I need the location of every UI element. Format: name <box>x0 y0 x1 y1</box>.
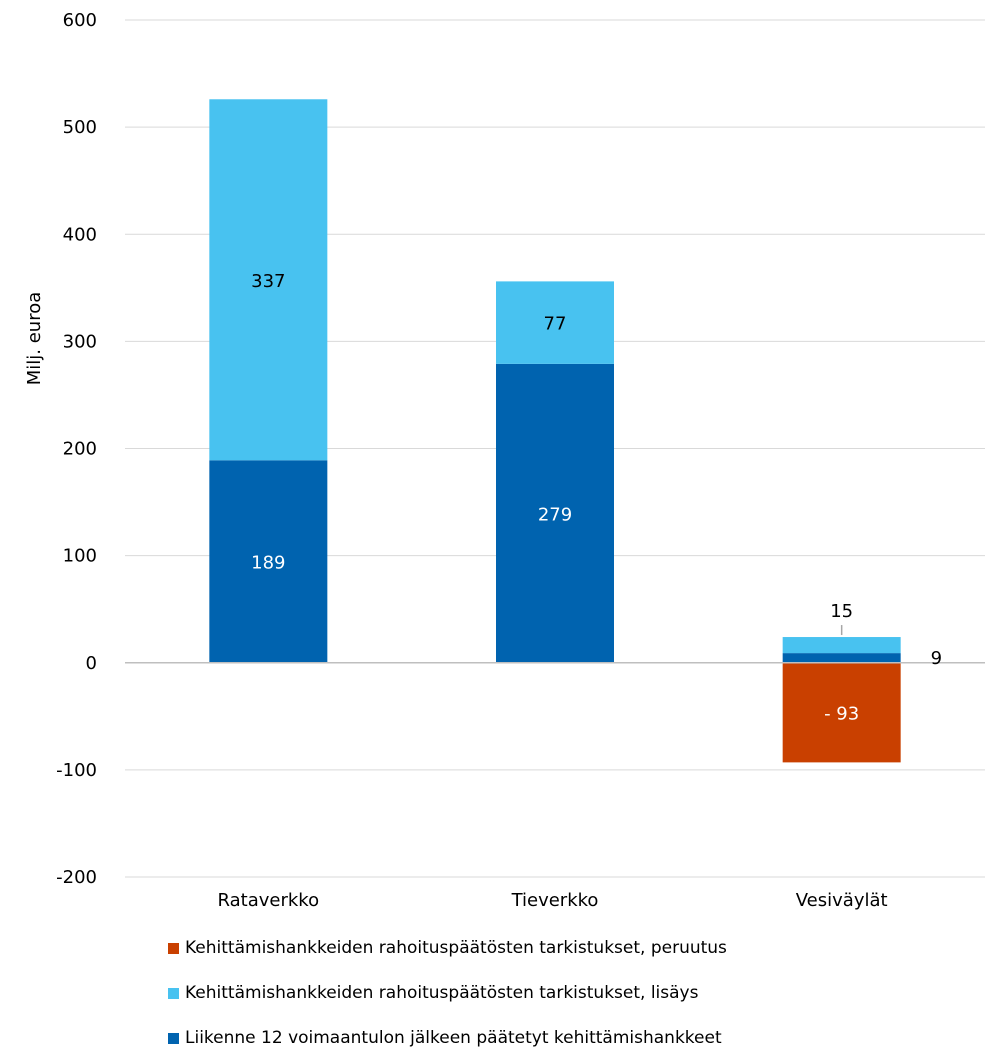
data-label: - 93 <box>824 704 859 725</box>
data-label: 77 <box>544 314 567 335</box>
bar-segment <box>209 99 328 461</box>
y-tick-label: 500 <box>63 117 97 138</box>
data-label: 189 <box>251 553 285 574</box>
legend-swatch-paatetyt <box>168 1033 179 1044</box>
y-tick-label: -100 <box>56 760 97 781</box>
x-category-label: Tieverkko <box>511 890 599 911</box>
legend-label-peruutus: Kehittämishankkeiden rahoituspäätösten t… <box>185 938 727 958</box>
data-label: 279 <box>538 504 572 525</box>
legend-swatch-peruutus <box>168 943 179 954</box>
y-axis-label: Milj. euroa <box>24 292 45 386</box>
data-label: 9 <box>931 648 942 669</box>
y-tick-label: 300 <box>63 331 97 352</box>
data-label: 15 <box>830 601 853 622</box>
data-label: 337 <box>251 271 285 292</box>
y-tick-label: 100 <box>63 546 97 567</box>
y-tick-label: 200 <box>63 439 97 460</box>
x-category-label: Vesiväylät <box>796 890 888 911</box>
legend-swatch-lisays <box>168 988 179 999</box>
bar-segment <box>496 281 614 364</box>
chart: 600 500 400 300 200 100 0 -100 -200 Milj. euroa 18… <box>24 10 985 911</box>
bar-segment <box>782 653 901 663</box>
y-tick-label: -200 <box>56 867 97 888</box>
bar-segment <box>782 637 901 654</box>
y-tick-label: 400 <box>63 224 97 245</box>
y-tick-label: 600 <box>63 10 97 31</box>
y-tick-label: 0 <box>86 653 97 674</box>
x-category-label: Rataverkko <box>218 890 320 911</box>
bar-segment <box>209 460 328 663</box>
bar-segment <box>496 363 614 663</box>
legend-label-paatetyt: Liikenne 12 voimaantulon jälkeen päätety… <box>185 1028 722 1048</box>
bar-segment <box>782 662 901 763</box>
legend-label-lisays: Kehittämishankkeiden rahoituspäätösten t… <box>185 983 699 1003</box>
